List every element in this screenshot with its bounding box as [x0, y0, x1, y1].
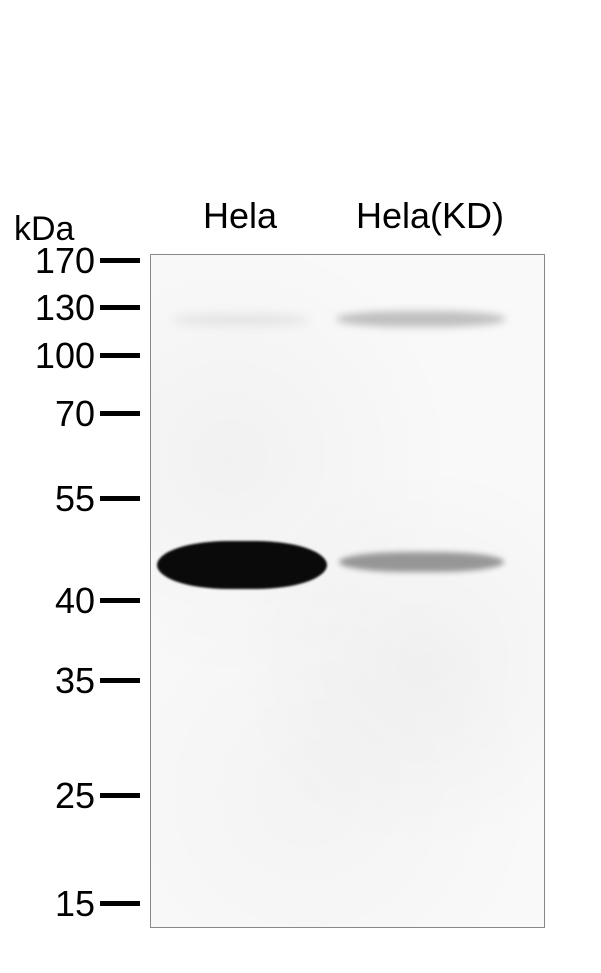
lane-label-lane-1: Hela: [180, 195, 300, 237]
mw-label-55: 55: [0, 478, 95, 520]
mw-tick-100: [100, 353, 140, 358]
mw-label-35: 35: [0, 660, 95, 702]
band-helakd-upper: [336, 311, 506, 327]
blot-membrane: [150, 254, 545, 928]
mw-label-170: 170: [0, 240, 95, 282]
lane-label-lane-2: Hela(KD): [330, 195, 530, 237]
band-helakd-main: [339, 552, 504, 572]
mw-tick-130: [100, 305, 140, 310]
mw-tick-170: [100, 258, 140, 263]
band-hela-upper-faint: [171, 314, 311, 326]
band-hela-main: [157, 541, 327, 589]
mw-tick-40: [100, 598, 140, 603]
blot-figure: kDa HelaHela(KD)170130100705540352515: [0, 0, 601, 973]
mw-label-70: 70: [0, 393, 95, 435]
mw-label-130: 130: [0, 287, 95, 329]
mw-tick-25: [100, 793, 140, 798]
mw-tick-70: [100, 411, 140, 416]
mw-label-40: 40: [0, 580, 95, 622]
mw-label-100: 100: [0, 335, 95, 377]
membrane-noise: [151, 255, 544, 927]
mw-label-25: 25: [0, 775, 95, 817]
mw-tick-55: [100, 496, 140, 501]
mw-tick-35: [100, 678, 140, 683]
mw-tick-15: [100, 901, 140, 906]
mw-label-15: 15: [0, 883, 95, 925]
